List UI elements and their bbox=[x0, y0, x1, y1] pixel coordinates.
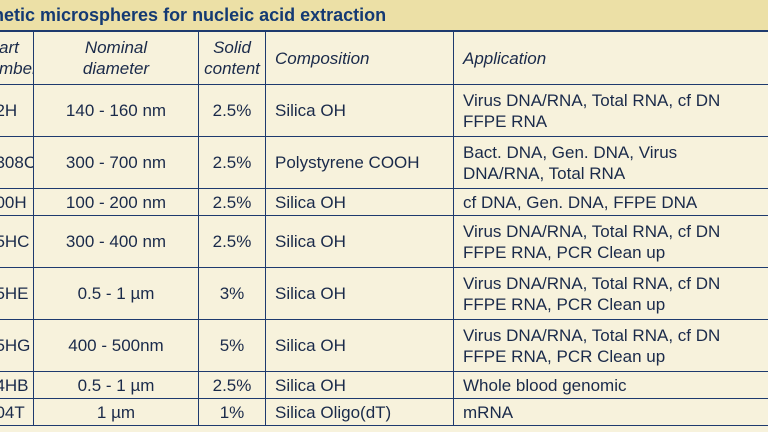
diameter-cell: 100 - 200 nm bbox=[33, 188, 199, 216]
solid-content-cell: 1% bbox=[198, 398, 266, 426]
header-application: Application bbox=[453, 31, 768, 85]
part-number-cell: 05HG bbox=[0, 319, 34, 372]
part-number-cell: 02H bbox=[0, 84, 34, 137]
header-composition: Composition bbox=[265, 31, 454, 85]
application-cell: cf DNA, Gen. DNA, FFPE DNA bbox=[453, 188, 768, 216]
solid-content-cell: 2.5% bbox=[198, 188, 266, 216]
diameter-cell: 400 - 500nm bbox=[33, 319, 199, 372]
header-row: art mber Nominal diameter Solid content … bbox=[0, 31, 768, 85]
diameter-cell: 0.5 - 1 µm bbox=[33, 371, 199, 399]
part-number-cell: 0308C bbox=[0, 136, 34, 189]
table-row: 05HC 300 - 400 nm 2.5% Silica OH Virus D… bbox=[0, 215, 768, 268]
composition-cell: Silica OH bbox=[265, 84, 454, 137]
diameter-cell: 300 - 700 nm bbox=[33, 136, 199, 189]
composition-cell: Silica OH bbox=[265, 319, 454, 372]
part-number-cell: 05HE bbox=[0, 267, 34, 320]
composition-cell: Polystyrene COOH bbox=[265, 136, 454, 189]
table-row: 04HB 0.5 - 1 µm 2.5% Silica OH Whole blo… bbox=[0, 371, 768, 399]
application-cell: mRNA bbox=[453, 398, 768, 426]
composition-cell: Silica OH bbox=[265, 267, 454, 320]
table-row: 05HG 400 - 500nm 5% Silica OH Virus DNA/… bbox=[0, 319, 768, 372]
solid-content-cell: 2.5% bbox=[198, 136, 266, 189]
application-cell: Virus DNA/RNA, Total RNA, cf DN FFPE RNA bbox=[453, 84, 768, 137]
header-solid-content: Solid content bbox=[198, 31, 266, 85]
table-title: netic microspheres for nucleic acid extr… bbox=[0, 0, 768, 32]
header-part-number: art mber bbox=[0, 31, 34, 85]
application-cell: Virus DNA/RNA, Total RNA, cf DN FFPE RNA,… bbox=[453, 215, 768, 268]
table-row: 0308C 300 - 700 nm 2.5% Polystyrene COOH… bbox=[0, 136, 768, 189]
table-row: 02H 140 - 160 nm 2.5% Silica OH Virus DN… bbox=[0, 84, 768, 137]
table-row: 504T 1 µm 1% Silica Oligo(dT) mRNA bbox=[0, 398, 768, 426]
diameter-cell: 0.5 - 1 µm bbox=[33, 267, 199, 320]
application-cell: Bact. DNA, Gen. DNA, Virus DNA/RNA, Total… bbox=[453, 136, 768, 189]
header-nominal-diameter: Nominal diameter bbox=[33, 31, 199, 85]
diameter-cell: 1 µm bbox=[33, 398, 199, 426]
part-number-cell: 05HC bbox=[0, 215, 34, 268]
composition-cell: Silica OH bbox=[265, 215, 454, 268]
composition-cell: Silica OH bbox=[265, 188, 454, 216]
composition-cell: Silica OH bbox=[265, 371, 454, 399]
part-number-cell: 504T bbox=[0, 398, 34, 426]
part-number-cell: 200H bbox=[0, 188, 34, 216]
solid-content-cell: 2.5% bbox=[198, 371, 266, 399]
table-row: 200H 100 - 200 nm 2.5% Silica OH cf DNA,… bbox=[0, 188, 768, 216]
diameter-cell: 140 - 160 nm bbox=[33, 84, 199, 137]
microspheres-table: art mber Nominal diameter Solid content … bbox=[0, 31, 768, 426]
diameter-cell: 300 - 400 nm bbox=[33, 215, 199, 268]
solid-content-cell: 2.5% bbox=[198, 215, 266, 268]
solid-content-cell: 2.5% bbox=[198, 84, 266, 137]
part-number-cell: 04HB bbox=[0, 371, 34, 399]
application-cell: Whole blood genomic bbox=[453, 371, 768, 399]
composition-cell: Silica Oligo(dT) bbox=[265, 398, 454, 426]
solid-content-cell: 3% bbox=[198, 267, 266, 320]
solid-content-cell: 5% bbox=[198, 319, 266, 372]
application-cell: Virus DNA/RNA, Total RNA, cf DN FFPE RNA,… bbox=[453, 267, 768, 320]
table-row: 05HE 0.5 - 1 µm 3% Silica OH Virus DNA/R… bbox=[0, 267, 768, 320]
application-cell: Virus DNA/RNA, Total RNA, cf DN FFPE RNA,… bbox=[453, 319, 768, 372]
